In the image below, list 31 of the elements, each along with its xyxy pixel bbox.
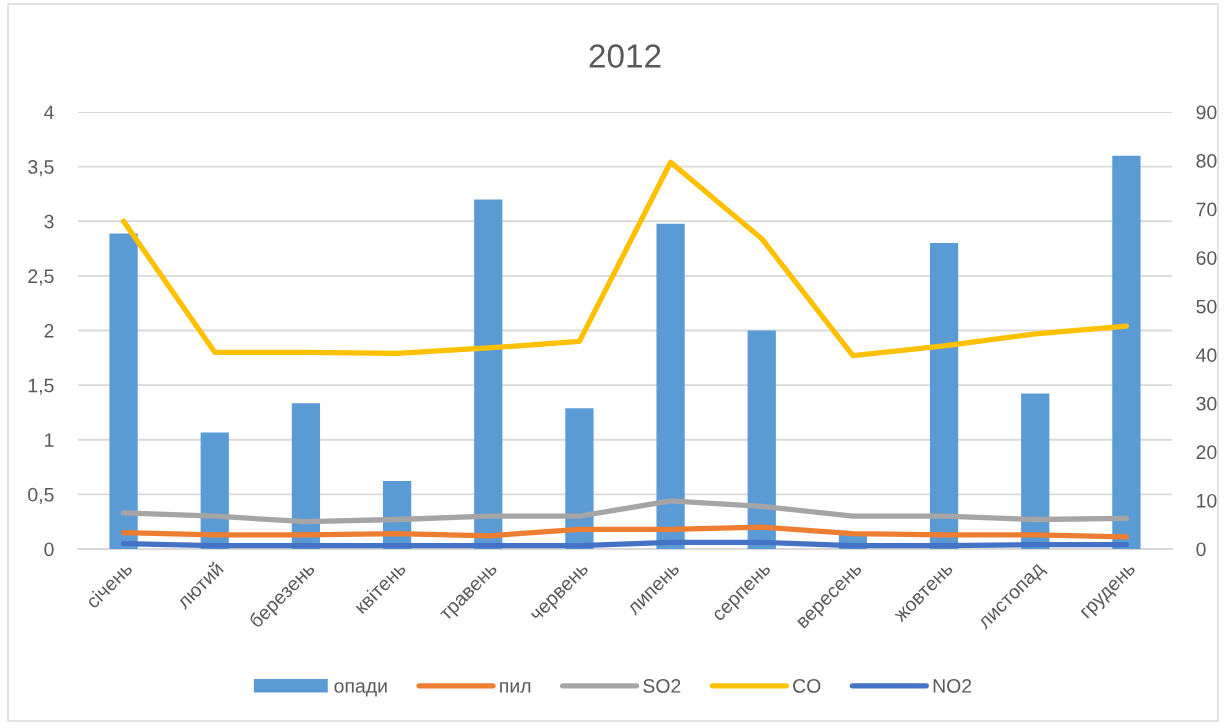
y-tick-label: 2,5 (28, 269, 54, 286)
y2-tick-label: 50 (1196, 299, 1217, 314)
y-tick-label: 1,5 (28, 378, 54, 395)
bar (1112, 155, 1141, 549)
y2-tick-label: 20 (1196, 445, 1217, 460)
legend-label: SO2 (643, 679, 681, 693)
y2-tick-label: 80 (1196, 154, 1217, 168)
y-tick-label: 4 (44, 105, 54, 120)
legend-label: CO (793, 679, 821, 693)
bar (474, 199, 503, 549)
y2-tick-label: 70 (1196, 202, 1217, 217)
bar (747, 330, 776, 549)
y-tick-label: 1 (45, 433, 54, 447)
y2-tick-label: 40 (1196, 348, 1217, 363)
bar (656, 223, 685, 549)
y2-tick-label: 60 (1196, 251, 1217, 265)
y2-tick-label: 0 (1196, 542, 1206, 557)
y-tick-label: 0 (44, 542, 54, 557)
y2-tick-label: 30 (1196, 396, 1217, 411)
y-tick-label: 0,5 (28, 487, 54, 504)
bar (109, 233, 138, 549)
y-tick-label: 3 (44, 214, 54, 229)
bar (929, 243, 959, 549)
chart-title: 2012 (589, 44, 661, 68)
y-tick-label: 3,5 (28, 160, 54, 177)
legend-label: NO2 (933, 679, 972, 693)
legend-label: пил (500, 682, 531, 693)
legend-label: опади (334, 682, 387, 697)
y-tick-label: 2 (44, 323, 54, 338)
y2-tick-label: 10 (1197, 493, 1217, 508)
y2-tick-label: 90 (1196, 105, 1217, 120)
